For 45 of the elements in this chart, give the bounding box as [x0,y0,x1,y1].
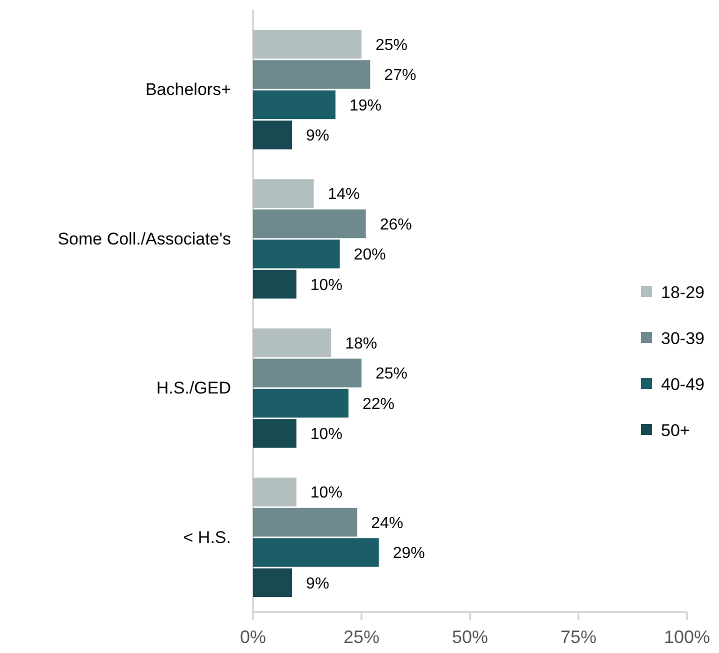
data-label: 9% [306,128,330,145]
bar [253,419,296,448]
bar [253,120,292,150]
bar [253,388,348,418]
data-label: 29% [392,545,425,562]
data-label: 25% [376,36,408,54]
x-tick-label: 25% [343,626,380,647]
data-label: 26% [380,216,412,234]
data-label: 24% [371,514,404,532]
bar [253,328,332,358]
y-tick-label: H.S./GED [156,378,231,398]
data-label: 14% [328,186,360,204]
data-label: 19% [349,97,382,114]
data-label: 27% [384,67,416,84]
bar [253,240,340,268]
data-label: 18% [345,335,378,352]
bar [253,30,362,59]
data-label: 10% [310,426,342,444]
bar [253,270,296,299]
data-label: 25% [376,366,408,383]
bar [253,478,296,506]
bar [253,179,314,208]
x-tick-label: 50% [452,626,488,647]
bar [253,568,292,598]
x-tick-label: 0% [240,626,266,647]
bar [253,538,379,567]
legend-label: 30-39 [661,328,704,348]
data-label: 22% [362,396,395,413]
x-tick-label: 75% [560,626,597,647]
data-label: 10% [310,484,342,502]
data-label: 9% [306,575,330,592]
y-tick-label: Bachelors+ [145,80,232,100]
x-tick-label: 100% [664,626,710,647]
bar [253,358,362,388]
y-tick-label: Some Coll./Associate's [58,229,231,248]
bar [253,90,336,120]
bar [253,209,366,238]
data-label: 10% [310,276,342,294]
data-label: 20% [354,246,386,264]
legend-label: 50+ [661,420,690,440]
bar [253,60,370,89]
legend-label: 18-29 [661,282,704,302]
y-tick-label: < H.S. [183,528,231,547]
legend-label: 40-49 [661,374,704,394]
bar [253,508,358,537]
